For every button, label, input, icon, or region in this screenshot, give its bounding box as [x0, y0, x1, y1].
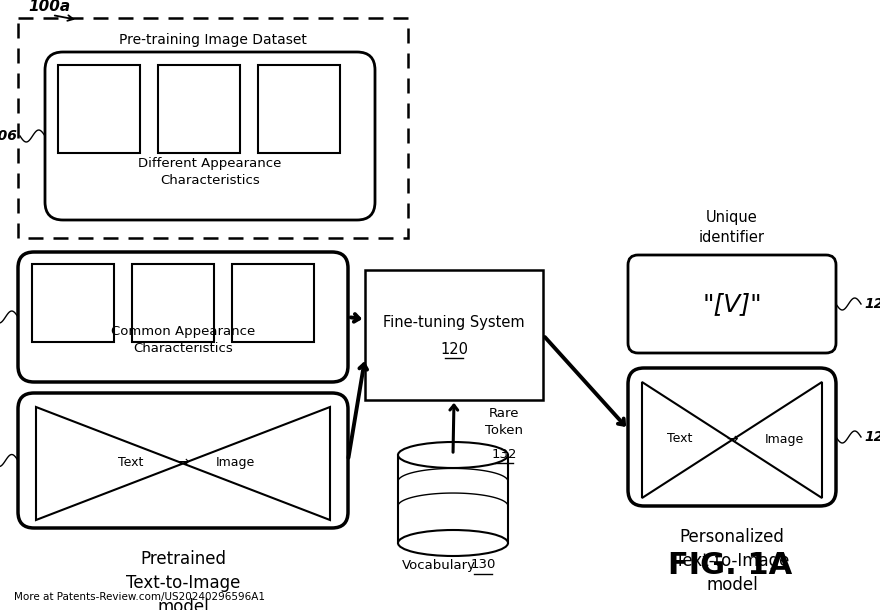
Bar [232, 264, 314, 342]
Text: Fine-tuning System: Fine-tuning System [383, 315, 524, 331]
Text: 122: 122 [864, 430, 880, 444]
Text: "[V]": "[V]" [702, 292, 762, 316]
Text: Unique
identifier: Unique identifier [699, 210, 765, 245]
Text: More at Patents-Review.com/US20240296596A1: More at Patents-Review.com/US20240296596… [14, 592, 265, 602]
Ellipse shape [398, 530, 508, 556]
Text: FIG. 1A: FIG. 1A [668, 550, 792, 580]
Text: →: → [177, 456, 189, 470]
Text: Common Appearance
Characteristics: Common Appearance Characteristics [111, 325, 255, 355]
Bar [258, 65, 340, 153]
Text: Vocabulary: Vocabulary [402, 559, 476, 572]
Text: 100a: 100a [28, 0, 70, 14]
Text: 120: 120 [440, 342, 468, 356]
Ellipse shape [398, 442, 508, 468]
Text: Personalized
Text-to-Image
model: Personalized Text-to-Image model [675, 528, 789, 594]
Text: 132: 132 [491, 448, 517, 461]
Text: Text: Text [118, 456, 143, 469]
FancyBboxPatch shape [628, 255, 836, 353]
Text: 106: 106 [0, 129, 17, 143]
FancyBboxPatch shape [45, 52, 375, 220]
FancyBboxPatch shape [18, 252, 348, 382]
Text: 130: 130 [470, 559, 495, 572]
Text: Image: Image [765, 432, 803, 445]
Bar [158, 65, 240, 153]
Text: Different Appearance
Characteristics: Different Appearance Characteristics [138, 157, 282, 187]
Text: Image: Image [216, 456, 254, 469]
FancyBboxPatch shape [18, 18, 408, 238]
Text: Pre-training Image Dataset: Pre-training Image Dataset [119, 33, 307, 47]
Text: →: → [726, 432, 737, 446]
Bar [32, 264, 114, 342]
Text: Rare
Token: Rare Token [485, 407, 523, 437]
Bar [365, 270, 543, 400]
Bar [398, 455, 508, 543]
Text: Text: Text [667, 432, 693, 445]
Text: 124: 124 [864, 297, 880, 311]
Bar [132, 264, 214, 342]
Bar [58, 65, 140, 153]
FancyBboxPatch shape [628, 368, 836, 506]
FancyBboxPatch shape [18, 393, 348, 528]
Text: Pretrained
Text-to-Image
model: Pretrained Text-to-Image model [126, 550, 240, 610]
